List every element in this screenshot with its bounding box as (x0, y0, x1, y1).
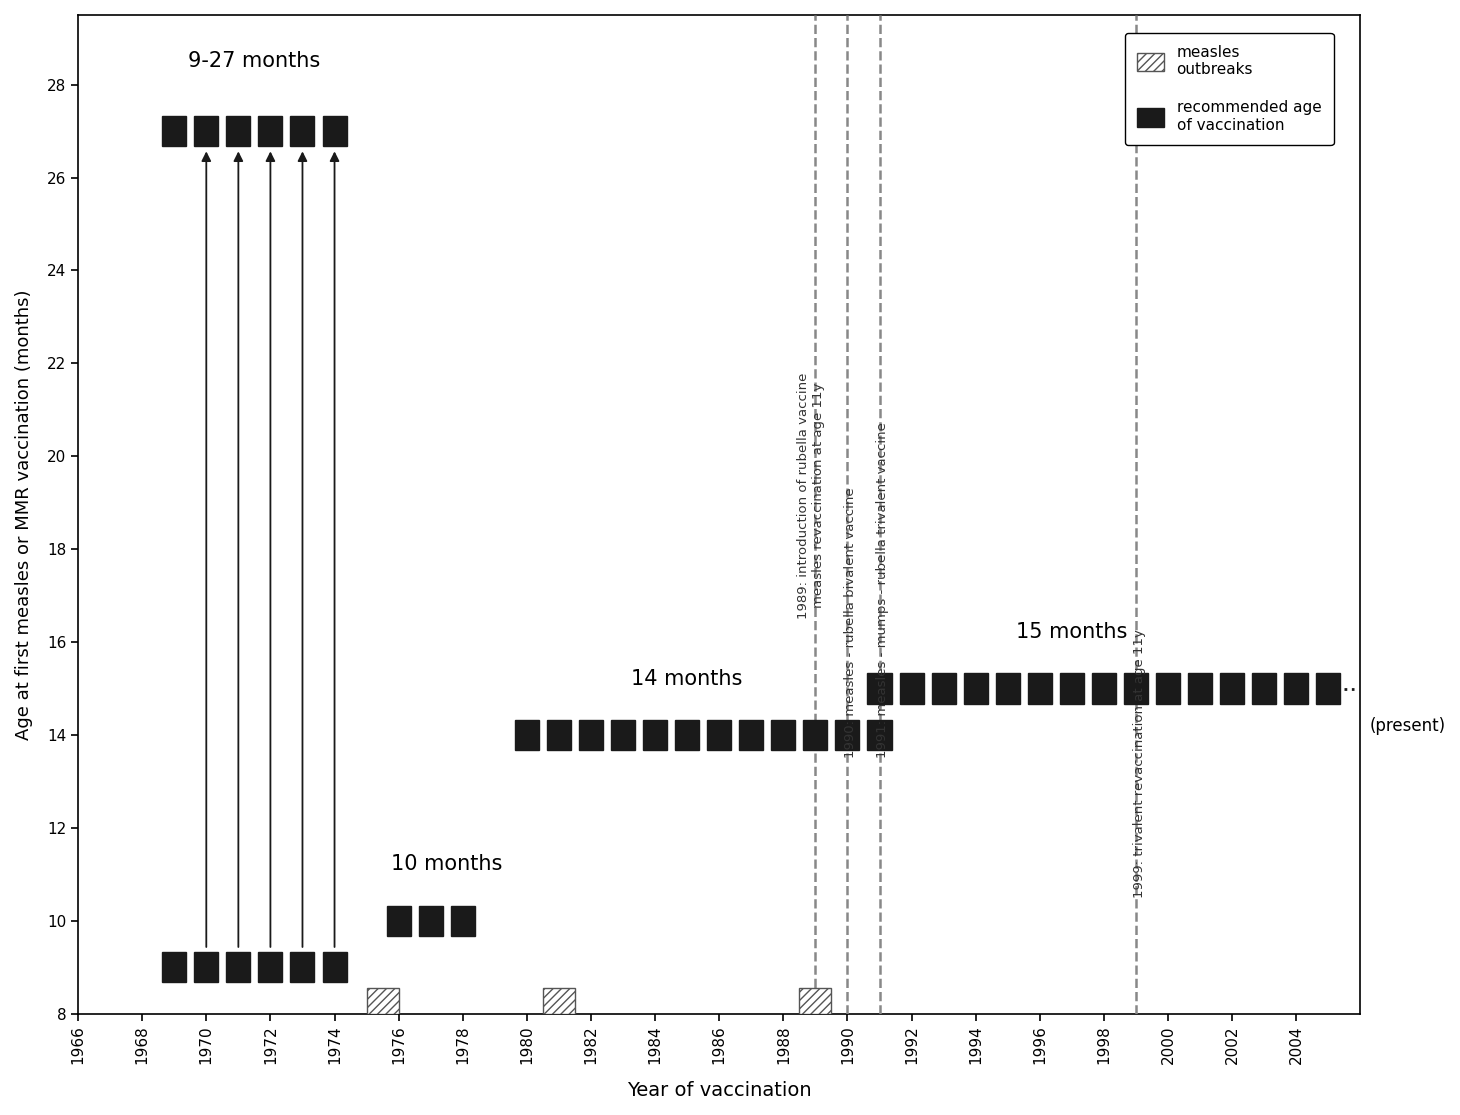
Bar (835, 720, 860, 750)
Bar (1092, 673, 1115, 704)
Text: 14 months: 14 months (632, 669, 743, 688)
Bar (291, 952, 314, 982)
Bar (258, 952, 282, 982)
Bar (867, 673, 892, 704)
Bar (387, 905, 410, 935)
Text: 10 months: 10 months (391, 854, 502, 874)
Bar (226, 116, 250, 146)
Bar (899, 673, 924, 704)
Text: 1990: measles - rubella bivalent vaccine: 1990: measles - rubella bivalent vaccine (844, 487, 857, 758)
Bar (1221, 673, 1244, 704)
Bar (1317, 673, 1340, 704)
Bar (1156, 673, 1180, 704)
Bar (162, 116, 187, 146)
Bar (1285, 673, 1308, 704)
Text: 1989: introduction of rubella vaccine
measles revaccination at age 11y: 1989: introduction of rubella vaccine me… (797, 372, 825, 619)
Bar (739, 720, 764, 750)
Bar (642, 720, 667, 750)
Text: 9-27 months: 9-27 months (188, 51, 321, 70)
Bar (867, 720, 892, 750)
Bar (1124, 673, 1148, 704)
Bar (162, 952, 187, 982)
Bar (1060, 673, 1083, 704)
Bar (1188, 673, 1212, 704)
Bar (548, 720, 571, 750)
Bar (226, 952, 250, 982)
Bar (803, 720, 828, 750)
Bar (291, 116, 314, 146)
X-axis label: Year of vaccination: Year of vaccination (626, 1082, 812, 1101)
Bar (194, 116, 219, 146)
Bar (323, 952, 346, 982)
Bar (707, 720, 731, 750)
Bar (543, 988, 575, 1014)
Text: 15 months: 15 months (1016, 622, 1127, 642)
Bar (323, 116, 346, 146)
Bar (675, 720, 699, 750)
Bar (419, 905, 442, 935)
Legend: measles
outbreaks, recommended age
of vaccination: measles outbreaks, recommended age of va… (1124, 32, 1333, 145)
Bar (258, 116, 282, 146)
Bar (1028, 673, 1051, 704)
Text: (present): (present) (1369, 717, 1447, 735)
Bar (931, 673, 956, 704)
Bar (366, 988, 399, 1014)
Y-axis label: Age at first measles or MMR vaccination (months): Age at first measles or MMR vaccination … (15, 289, 34, 739)
Bar (964, 673, 988, 704)
Bar (996, 673, 1019, 704)
Bar (800, 988, 831, 1014)
Text: 1999: trivalent revaccination at age 11y: 1999: trivalent revaccination at age 11y (1133, 629, 1146, 898)
Bar (612, 720, 635, 750)
Bar (771, 720, 796, 750)
Bar (451, 905, 474, 935)
Bar (580, 720, 603, 750)
Bar (194, 952, 219, 982)
Bar (1253, 673, 1276, 704)
Bar (515, 720, 539, 750)
Text: 1991: measles - mumps - rubella trivalent vaccine: 1991: measles - mumps - rubella trivalen… (876, 423, 889, 758)
